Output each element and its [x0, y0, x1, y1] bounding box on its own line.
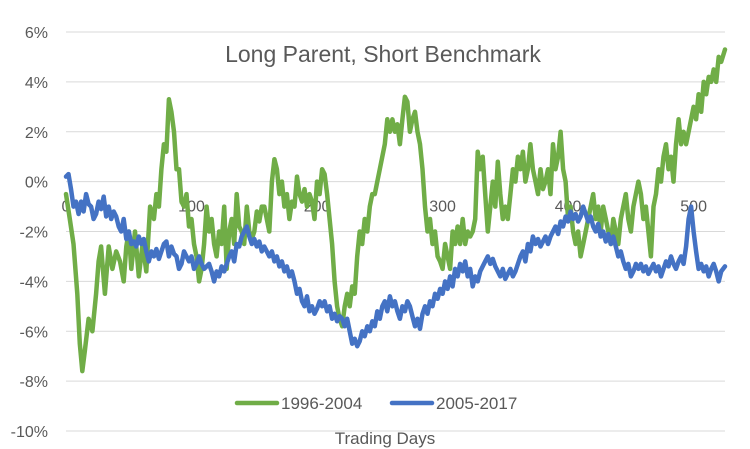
y-tick-label: 2% [25, 125, 48, 142]
series-line-2 [63, 171, 728, 349]
gridlines [66, 31, 725, 432]
x-axis-title: Trading Days [335, 429, 435, 448]
y-tick-label: -8% [20, 374, 48, 391]
y-tick-label: 6% [25, 25, 48, 42]
legend: 1996-2004 2005-2017 [234, 394, 517, 413]
y-tick-label: -2% [20, 225, 48, 242]
legend-label: 2005-2017 [436, 394, 517, 413]
y-axis-ticks: 6% 4% 2% 0% -2% -4% -6% -8% -10% [11, 25, 48, 441]
x-tick-label: 300 [429, 199, 456, 216]
y-tick-label: 0% [25, 175, 48, 192]
legend-label: 1996-2004 [281, 394, 362, 413]
y-tick-label: -4% [20, 274, 48, 291]
x-tick-label: 500 [680, 199, 707, 216]
series-lines [63, 47, 728, 374]
y-tick-label: -6% [20, 324, 48, 341]
chart-title: Long Parent, Short Benchmark [225, 41, 541, 67]
series-line-1 [63, 47, 728, 374]
y-tick-label: 4% [25, 75, 48, 92]
y-tick-label: -10% [11, 424, 48, 441]
